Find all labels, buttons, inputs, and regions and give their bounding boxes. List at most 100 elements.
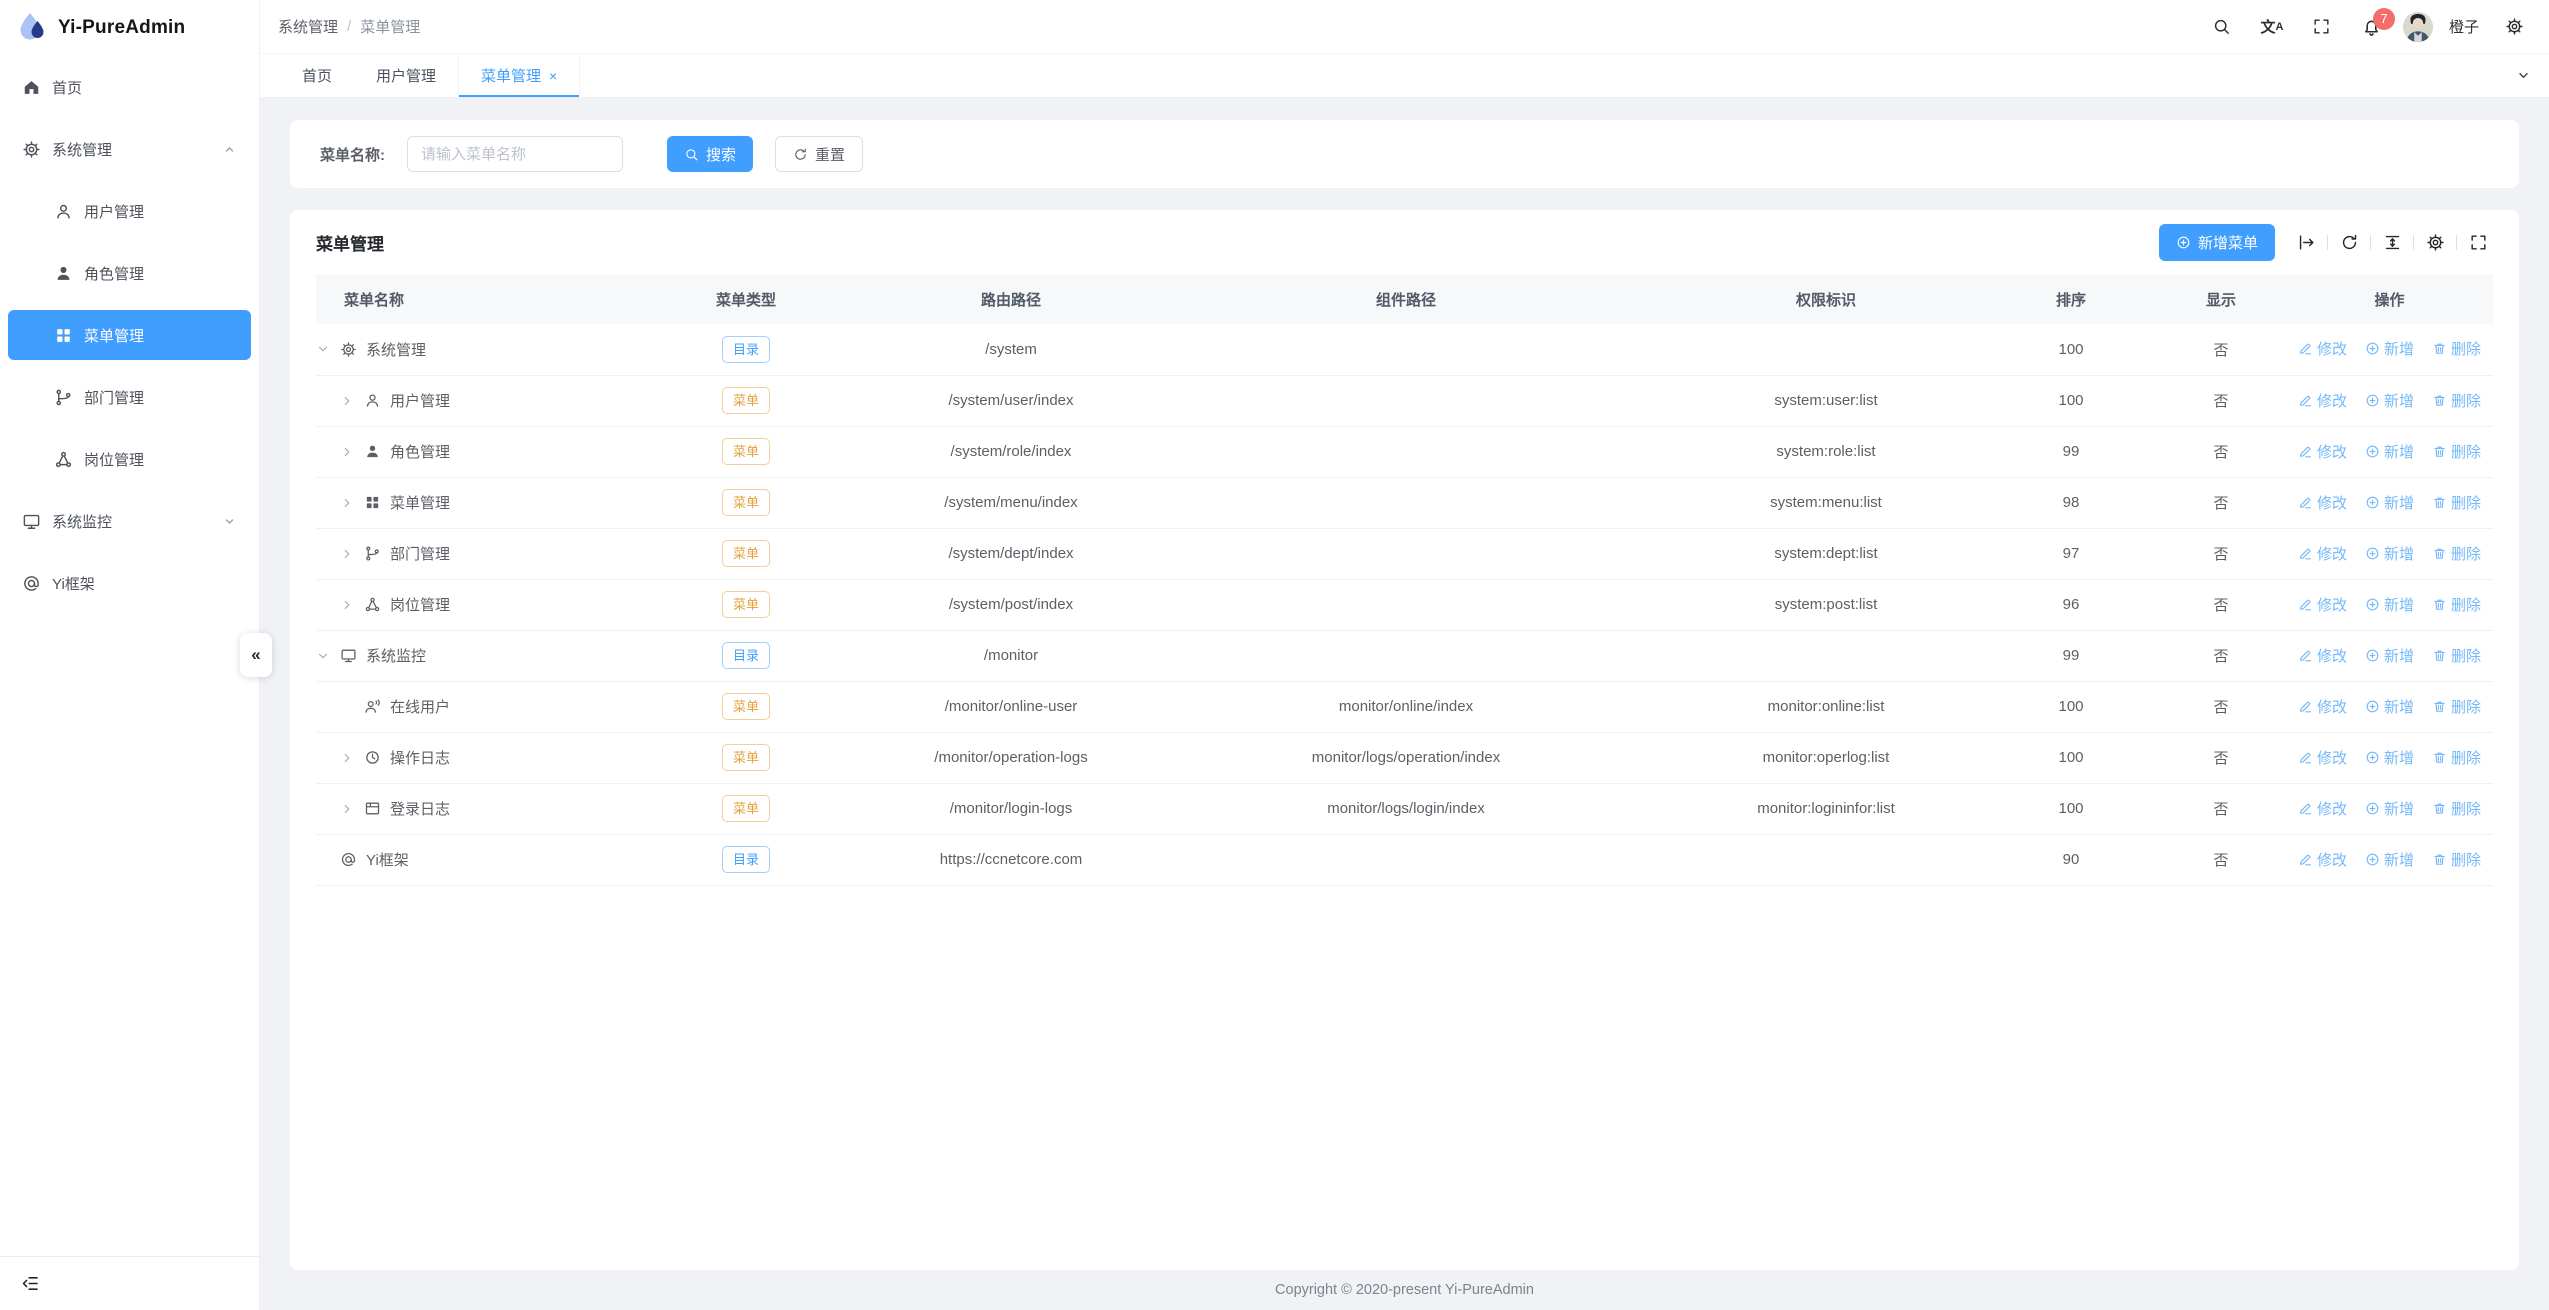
refresh-icon[interactable] <box>2334 233 2364 252</box>
sidebar-item-users[interactable]: 用户管理 <box>8 186 251 236</box>
add-link[interactable]: 新增 <box>2365 492 2414 513</box>
add-link[interactable]: 新增 <box>2365 543 2414 564</box>
trash-icon <box>2432 648 2447 663</box>
sidebar-item-monitor[interactable]: 系统监控 <box>8 496 251 546</box>
delete-link[interactable]: 删除 <box>2432 543 2481 564</box>
edit-link[interactable]: 修改 <box>2298 645 2347 666</box>
edit-link[interactable]: 修改 <box>2298 390 2347 411</box>
col-actions: 操作 <box>2286 274 2493 324</box>
add-link[interactable]: 新增 <box>2365 390 2414 411</box>
close-icon[interactable]: × <box>549 67 558 84</box>
add-link[interactable]: 新增 <box>2365 798 2414 819</box>
table-row: 操作日志 菜单 /monitor/operation-logs monitor/… <box>316 732 2493 784</box>
add-menu-button[interactable]: 新增菜单 <box>2158 223 2275 261</box>
expand-icon[interactable] <box>340 546 364 561</box>
collapse-menu-icon[interactable] <box>20 1273 41 1294</box>
menu-grid-icon <box>54 326 73 345</box>
menu-table: 菜单名称 菜单类型 路由路径 组件路径 权限标识 排序 显示 操作 系统管理 <box>316 274 2493 886</box>
expand-icon[interactable] <box>316 342 340 357</box>
col-route-path: 路由路径 <box>876 274 1146 324</box>
edit-link[interactable]: 修改 <box>2298 798 2347 819</box>
menu-name-input[interactable] <box>407 136 623 172</box>
edit-link[interactable]: 修改 <box>2298 849 2347 870</box>
user-icon <box>364 392 381 409</box>
tab-users[interactable]: 用户管理 <box>376 68 437 85</box>
edit-link[interactable]: 修改 <box>2298 543 2347 564</box>
column-settings-gear-icon[interactable] <box>2420 233 2450 252</box>
delete-link[interactable]: 删除 <box>2432 441 2481 462</box>
user-name[interactable]: 橙子 <box>2448 19 2479 36</box>
avatar[interactable] <box>2402 11 2433 42</box>
expand-icon[interactable] <box>340 597 364 612</box>
settings-gear-icon[interactable] <box>2495 7 2533 47</box>
search-field-label: 菜单名称: <box>320 146 385 164</box>
monitor-icon <box>22 512 41 531</box>
edit-link[interactable]: 修改 <box>2298 492 2347 513</box>
add-link[interactable]: 新增 <box>2365 441 2414 462</box>
sidebar-item-system[interactable]: 系统管理 <box>8 124 251 174</box>
notification-bell-icon[interactable]: 7 <box>2353 7 2395 47</box>
expand-icon[interactable] <box>340 801 364 816</box>
breadcrumb-item[interactable]: 系统管理 <box>278 19 339 36</box>
edit-link[interactable]: 修改 <box>2298 338 2347 359</box>
edit-link[interactable]: 修改 <box>2298 747 2347 768</box>
add-link[interactable]: 新增 <box>2365 338 2414 359</box>
delete-link[interactable]: 删除 <box>2432 338 2481 359</box>
reset-button[interactable]: 重置 <box>775 136 864 172</box>
sidebar-collapse-handle[interactable]: « <box>240 633 272 677</box>
sidebar-item-departments[interactable]: 部门管理 <box>8 372 251 422</box>
add-link[interactable]: 新增 <box>2365 696 2414 717</box>
fullscreen-icon[interactable] <box>2303 7 2341 47</box>
delete-link[interactable]: 删除 <box>2432 849 2481 870</box>
branch-icon <box>364 545 381 562</box>
sidebar-item-yi-framework[interactable]: Yi框架 <box>8 558 251 608</box>
add-link[interactable]: 新增 <box>2365 747 2414 768</box>
col-component-path: 组件路径 <box>1146 274 1666 324</box>
tab-menus[interactable]: 菜单管理 × <box>458 54 581 97</box>
edit-icon <box>2298 546 2313 561</box>
edit-icon <box>2298 393 2313 408</box>
delete-link[interactable]: 删除 <box>2432 645 2481 666</box>
menu-type-badge: 菜单 <box>721 591 770 618</box>
delete-link[interactable]: 删除 <box>2432 747 2481 768</box>
breadcrumb: 系统管理 / 菜单管理 <box>278 16 420 37</box>
expand-icon[interactable] <box>340 393 364 408</box>
sidebar-item-menus[interactable]: 菜单管理 <box>8 310 251 360</box>
tab-options-chevron-icon[interactable] <box>2497 54 2549 97</box>
menu-type-badge: 目录 <box>721 846 770 873</box>
export-icon[interactable] <box>2291 233 2321 252</box>
delete-link[interactable]: 删除 <box>2432 594 2481 615</box>
branch-icon <box>54 388 73 407</box>
sidebar-item-home[interactable]: 首页 <box>8 62 251 112</box>
delete-link[interactable]: 删除 <box>2432 492 2481 513</box>
edit-icon <box>2298 699 2313 714</box>
edit-link[interactable]: 修改 <box>2298 594 2347 615</box>
plus-circle-icon <box>2365 648 2380 663</box>
table-fullscreen-icon[interactable] <box>2463 233 2493 252</box>
divider <box>2370 234 2371 250</box>
delete-link[interactable]: 删除 <box>2432 696 2481 717</box>
plus-circle-icon <box>2365 393 2380 408</box>
add-link[interactable]: 新增 <box>2365 594 2414 615</box>
search-button[interactable]: 搜索 <box>667 136 754 172</box>
expand-icon[interactable] <box>340 444 364 459</box>
delete-link[interactable]: 删除 <box>2432 390 2481 411</box>
expand-icon[interactable] <box>316 648 340 663</box>
tab-home[interactable]: 首页 <box>302 68 333 85</box>
delete-link[interactable]: 删除 <box>2432 798 2481 819</box>
edit-link[interactable]: 修改 <box>2298 696 2347 717</box>
add-link[interactable]: 新增 <box>2365 645 2414 666</box>
trash-icon <box>2432 699 2447 714</box>
expand-icon[interactable] <box>340 750 364 765</box>
expand-icon[interactable] <box>340 495 364 510</box>
density-icon[interactable] <box>2377 233 2407 252</box>
notification-badge: 7 <box>2372 7 2395 30</box>
sidebar-item-posts[interactable]: 岗位管理 <box>8 434 251 484</box>
edit-link[interactable]: 修改 <box>2298 441 2347 462</box>
sidebar-item-roles[interactable]: 角色管理 <box>8 248 251 298</box>
plus-circle-icon <box>2365 495 2380 510</box>
search-icon[interactable] <box>2203 7 2241 47</box>
add-link[interactable]: 新增 <box>2365 849 2414 870</box>
trash-icon <box>2432 495 2447 510</box>
